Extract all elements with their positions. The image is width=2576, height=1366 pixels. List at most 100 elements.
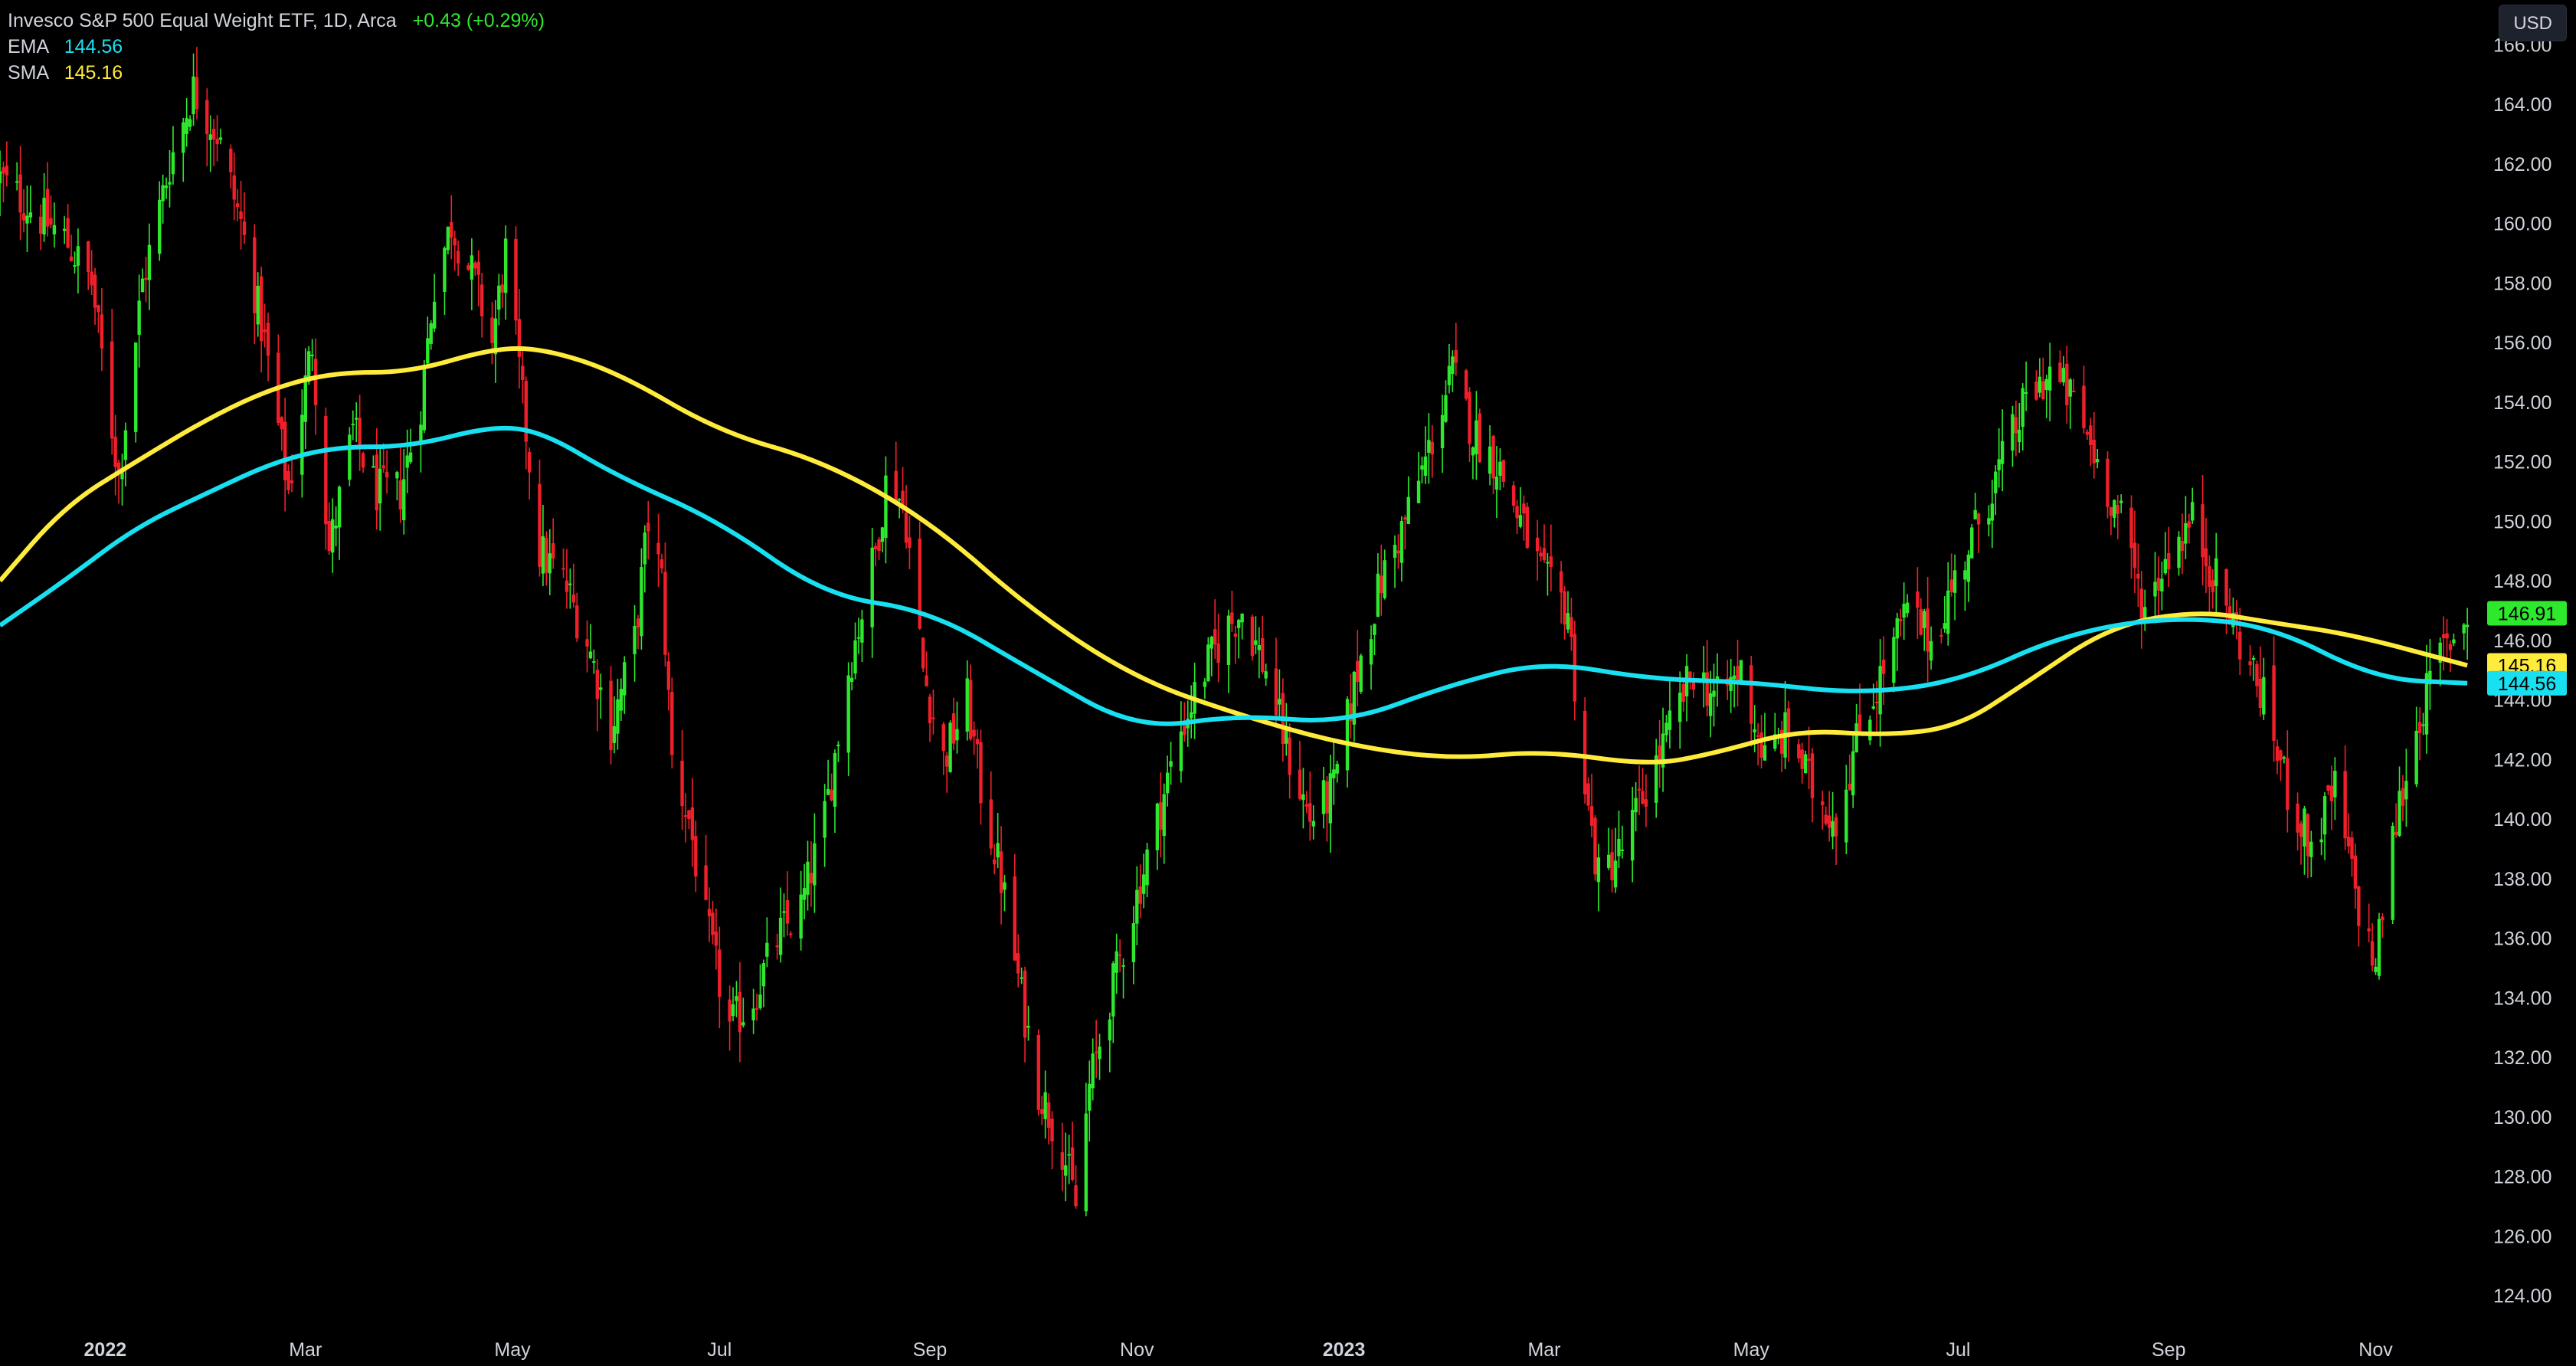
candle	[514, 226, 518, 335]
candle	[585, 620, 589, 673]
candle	[1216, 614, 1220, 683]
candle	[1899, 608, 1903, 637]
candle	[785, 871, 790, 936]
candle	[2047, 342, 2052, 421]
candle	[235, 188, 240, 221]
candle	[1963, 561, 1967, 611]
candle	[1159, 772, 1163, 858]
candle	[331, 498, 335, 573]
candle	[2129, 495, 2133, 579]
candlestick-series	[0, 47, 2470, 1217]
candle	[1824, 806, 1828, 826]
candle	[1610, 829, 1614, 893]
candle	[259, 267, 263, 373]
symbol-title[interactable]: Invesco S&P 500 Equal Weight ETF, 1D, Ar…	[8, 10, 397, 31]
candle	[69, 234, 74, 262]
candle	[2214, 532, 2218, 614]
candle	[2401, 775, 2405, 821]
candle	[1423, 426, 1428, 484]
candle	[277, 334, 280, 426]
candle	[503, 225, 508, 320]
candle	[2095, 448, 2100, 469]
candle	[1494, 446, 1499, 519]
candle	[1454, 323, 1458, 376]
candle	[2377, 912, 2381, 980]
candle	[612, 696, 617, 754]
candle	[636, 614, 640, 650]
candle	[2065, 346, 2069, 424]
candle	[1821, 791, 1825, 830]
candle	[2187, 513, 2191, 544]
price-tick-label: 164.00	[2493, 94, 2551, 116]
candle	[2262, 657, 2266, 720]
candle	[1596, 844, 1601, 912]
time-tick-label: Nov	[1120, 1339, 1154, 1361]
candle	[751, 988, 755, 1034]
candle	[1586, 777, 1590, 811]
legend-sma-row[interactable]: SMA 145.16	[8, 60, 545, 86]
time-tick-label: Nov	[2358, 1339, 2393, 1361]
candle	[1522, 495, 1526, 541]
candle	[1464, 369, 1468, 401]
candle	[168, 150, 172, 208]
candle	[1451, 350, 1455, 392]
candle	[283, 398, 287, 512]
sma-label: SMA	[8, 62, 48, 84]
price-tick-label: 158.00	[2493, 273, 2551, 294]
candle	[1335, 760, 1339, 783]
candle	[2333, 757, 2337, 821]
candle	[2132, 510, 2137, 594]
candle	[1919, 598, 1923, 636]
candle	[232, 152, 236, 221]
candle	[633, 604, 637, 682]
candle	[97, 304, 100, 333]
candle	[873, 542, 878, 567]
candle	[443, 246, 447, 316]
candle	[497, 274, 501, 326]
candle	[493, 300, 498, 383]
ema-line[interactable]	[0, 425, 2468, 726]
candle	[134, 342, 138, 443]
candle	[1966, 550, 1971, 602]
candle	[1040, 1096, 1044, 1125]
candle	[1206, 637, 1210, 682]
candle	[1712, 663, 1716, 727]
candle	[429, 320, 433, 350]
candle	[123, 422, 128, 486]
candle	[300, 389, 304, 498]
candle	[2303, 805, 2306, 875]
candle	[2201, 475, 2204, 586]
candle	[1070, 1121, 1075, 1182]
candle	[1868, 715, 1872, 745]
currency-button[interactable]: USD	[2499, 5, 2567, 41]
candle	[944, 752, 949, 793]
candle	[2428, 639, 2432, 710]
candle	[1373, 623, 1376, 656]
candle	[1064, 1132, 1068, 1202]
candle	[2272, 636, 2276, 762]
candle	[1016, 934, 1020, 988]
candle	[2258, 646, 2263, 717]
candle	[646, 501, 650, 560]
sma-line[interactable]	[0, 346, 2468, 765]
time-axis[interactable]: 2022 Mar May Jul Sep Nov 2023 Mar May Jul Sep Nov	[84, 1339, 2394, 1361]
candle	[1288, 723, 1291, 799]
candle	[2034, 370, 2038, 401]
price-tick-label: 126.00	[2493, 1226, 2551, 1247]
legend-ema-row[interactable]: EMA 144.56	[8, 34, 545, 60]
candle	[1491, 434, 1495, 495]
candle	[110, 309, 114, 455]
time-tick-label: Mar	[1527, 1339, 1560, 1361]
candle	[2417, 707, 2422, 761]
candle	[1023, 966, 1027, 1063]
candle	[731, 987, 735, 1022]
candle	[327, 502, 331, 555]
candle	[113, 414, 117, 496]
candle	[1003, 874, 1007, 912]
candle	[1468, 387, 1471, 462]
candle	[1169, 742, 1173, 785]
candle	[1929, 626, 1933, 670]
candle	[1325, 776, 1329, 842]
candle	[1498, 448, 1502, 490]
